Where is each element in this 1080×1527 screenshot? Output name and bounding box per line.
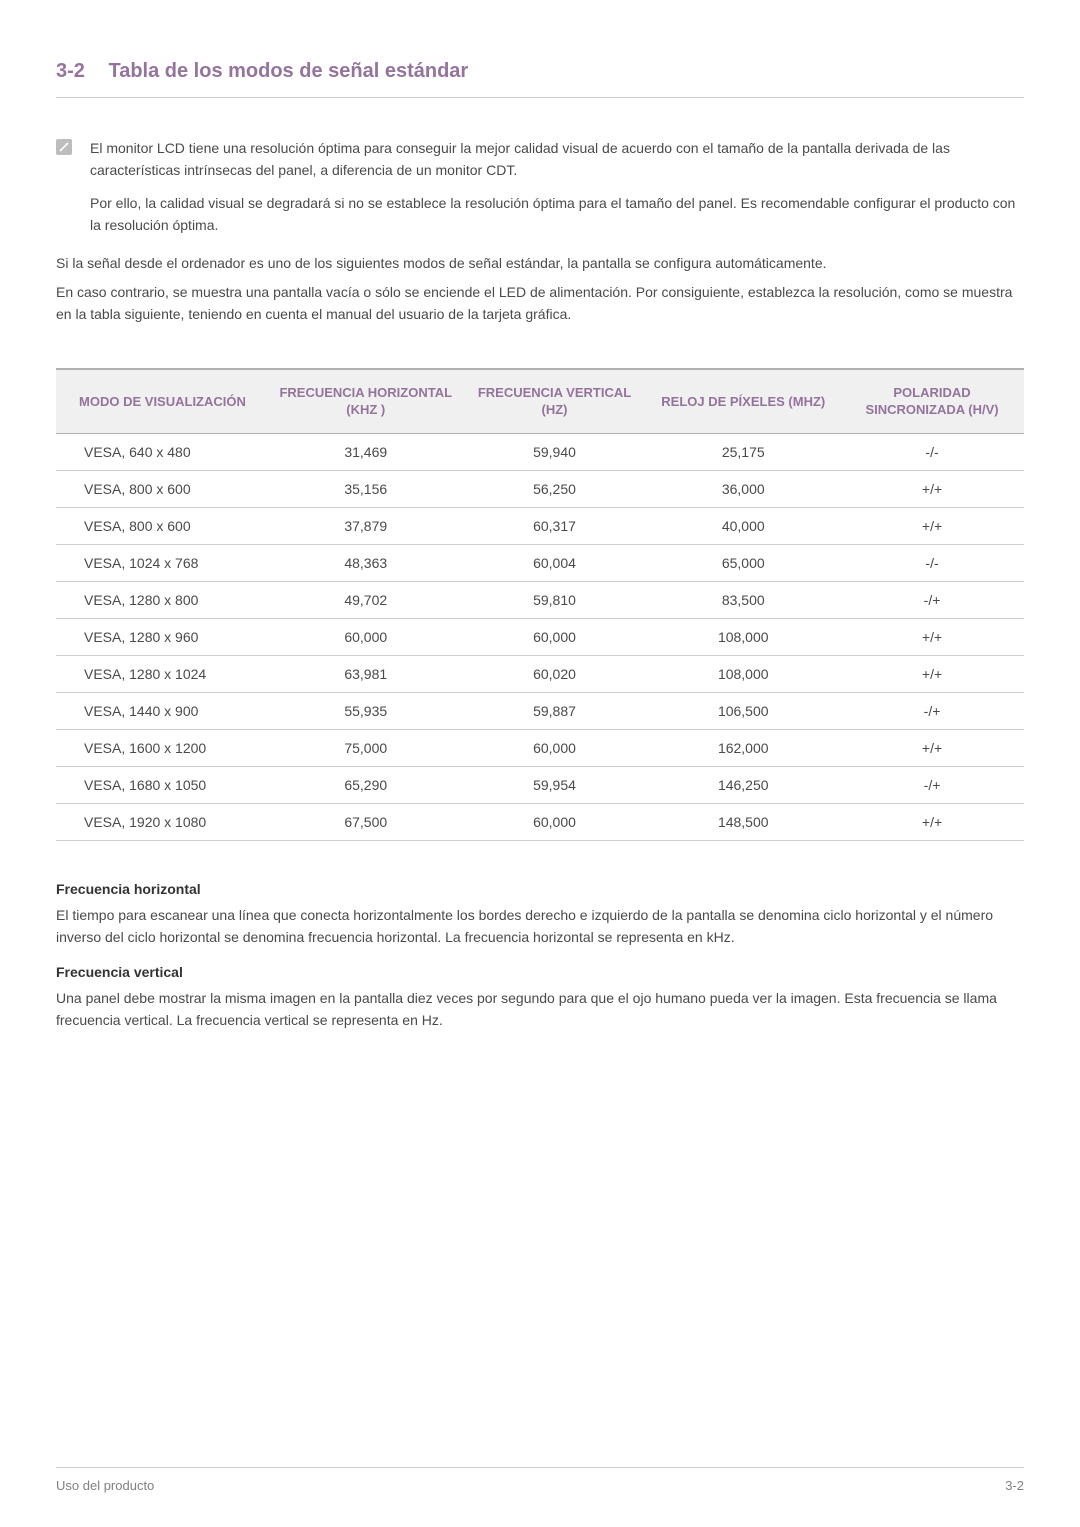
table-cell: +/+	[840, 729, 1024, 766]
table-cell: VESA, 1024 x 768	[56, 544, 269, 581]
table-cell: -/-	[840, 544, 1024, 581]
table-row: VESA, 1680 x 105065,29059,954146,250-/+	[56, 766, 1024, 803]
table-cell: 56,250	[463, 470, 647, 507]
table-cell: VESA, 800 x 600	[56, 470, 269, 507]
table-cell: +/+	[840, 655, 1024, 692]
table-header-cell: MODO DE VISUALIZACIÓN	[56, 369, 269, 434]
table-cell: 48,363	[269, 544, 463, 581]
table-row: VESA, 1920 x 108067,50060,000148,500+/+	[56, 803, 1024, 840]
table-cell: 36,000	[646, 470, 840, 507]
table-cell: 65,000	[646, 544, 840, 581]
table-cell: -/+	[840, 581, 1024, 618]
table-cell: -/-	[840, 433, 1024, 470]
definition-body: El tiempo para escanear una línea que co…	[56, 905, 1024, 948]
table-cell: 108,000	[646, 655, 840, 692]
table-row: VESA, 640 x 48031,46959,94025,175-/-	[56, 433, 1024, 470]
section-title: Tabla de los modos de señal estándar	[108, 60, 468, 82]
table-row: VESA, 1024 x 76848,36360,00465,000-/-	[56, 544, 1024, 581]
table-row: VESA, 1440 x 90055,93559,887106,500-/+	[56, 692, 1024, 729]
table-header-row: MODO DE VISUALIZACIÓNFRECUENCIA HORIZONT…	[56, 369, 1024, 434]
table-head: MODO DE VISUALIZACIÓNFRECUENCIA HORIZONT…	[56, 369, 1024, 434]
table-header-cell: FRECUENCIA VERTICAL (HZ)	[463, 369, 647, 434]
table-cell: VESA, 640 x 480	[56, 433, 269, 470]
table-cell: 60,020	[463, 655, 647, 692]
note-paragraph: Por ello, la calidad visual se degradará…	[90, 193, 1024, 236]
table-cell: 63,981	[269, 655, 463, 692]
table-cell: 148,500	[646, 803, 840, 840]
table-cell: 108,000	[646, 618, 840, 655]
table-cell: 83,500	[646, 581, 840, 618]
table-cell: 40,000	[646, 507, 840, 544]
section-heading: 3-2 Tabla de los modos de señal estándar	[56, 60, 1024, 98]
table-cell: 162,000	[646, 729, 840, 766]
table-row: VESA, 1280 x 80049,70259,81083,500-/+	[56, 581, 1024, 618]
table-cell: +/+	[840, 803, 1024, 840]
table-cell: 67,500	[269, 803, 463, 840]
table-cell: VESA, 1600 x 1200	[56, 729, 269, 766]
table-row: VESA, 800 x 60037,87960,31740,000+/+	[56, 507, 1024, 544]
table-cell: VESA, 1280 x 800	[56, 581, 269, 618]
table-cell: 25,175	[646, 433, 840, 470]
table-row: VESA, 1280 x 96060,00060,000108,000+/+	[56, 618, 1024, 655]
body-paragraph: Si la señal desde el ordenador es uno de…	[56, 253, 1024, 275]
table-cell: 59,954	[463, 766, 647, 803]
table-cell: 59,810	[463, 581, 647, 618]
table-cell: 55,935	[269, 692, 463, 729]
note-block: El monitor LCD tiene una resolución ópti…	[90, 138, 1024, 237]
table-cell: -/+	[840, 692, 1024, 729]
table-cell: VESA, 1280 x 960	[56, 618, 269, 655]
section-number: 3-2	[56, 60, 85, 83]
table-row: VESA, 800 x 60035,15656,25036,000+/+	[56, 470, 1024, 507]
table-cell: 35,156	[269, 470, 463, 507]
table-cell: +/+	[840, 618, 1024, 655]
table-cell: 31,469	[269, 433, 463, 470]
table-header-cell: FRECUENCIA HORIZONTAL (KHZ )	[269, 369, 463, 434]
table-cell: 60,000	[269, 618, 463, 655]
table-cell: 59,887	[463, 692, 647, 729]
page-footer: Uso del producto 3-2	[56, 1467, 1024, 1493]
table-cell: 106,500	[646, 692, 840, 729]
table-cell: 37,879	[269, 507, 463, 544]
table-row: VESA, 1280 x 102463,98160,020108,000+/+	[56, 655, 1024, 692]
table-body: VESA, 640 x 48031,46959,94025,175-/-VESA…	[56, 433, 1024, 840]
note-icon	[56, 139, 72, 155]
table-cell: +/+	[840, 507, 1024, 544]
table-header-cell: RELOJ DE PÍXELES (MHZ)	[646, 369, 840, 434]
definition-body: Una panel debe mostrar la misma imagen e…	[56, 988, 1024, 1031]
table-cell: 75,000	[269, 729, 463, 766]
table-cell: 60,000	[463, 729, 647, 766]
footer-right: 3-2	[1005, 1478, 1024, 1493]
table-cell: 60,317	[463, 507, 647, 544]
footer-left: Uso del producto	[56, 1478, 154, 1493]
table-cell: 146,250	[646, 766, 840, 803]
signal-modes-table: MODO DE VISUALIZACIÓNFRECUENCIA HORIZONT…	[56, 368, 1024, 841]
definition-title: Frecuencia vertical	[56, 964, 1024, 980]
table-cell: +/+	[840, 470, 1024, 507]
table-cell: VESA, 800 x 600	[56, 507, 269, 544]
definition-title: Frecuencia horizontal	[56, 881, 1024, 897]
body-paragraph: En caso contrario, se muestra una pantal…	[56, 282, 1024, 325]
table-cell: 60,004	[463, 544, 647, 581]
table-cell: 60,000	[463, 618, 647, 655]
table-cell: 59,940	[463, 433, 647, 470]
table-cell: VESA, 1440 x 900	[56, 692, 269, 729]
table-cell: VESA, 1680 x 1050	[56, 766, 269, 803]
table-row: VESA, 1600 x 120075,00060,000162,000+/+	[56, 729, 1024, 766]
table-cell: 65,290	[269, 766, 463, 803]
table-cell: VESA, 1280 x 1024	[56, 655, 269, 692]
table-cell: 49,702	[269, 581, 463, 618]
table-cell: -/+	[840, 766, 1024, 803]
note-paragraph: El monitor LCD tiene una resolución ópti…	[90, 138, 1024, 181]
table-cell: 60,000	[463, 803, 647, 840]
table-header-cell: POLARIDAD SINCRONIZADA (H/V)	[840, 369, 1024, 434]
table-cell: VESA, 1920 x 1080	[56, 803, 269, 840]
